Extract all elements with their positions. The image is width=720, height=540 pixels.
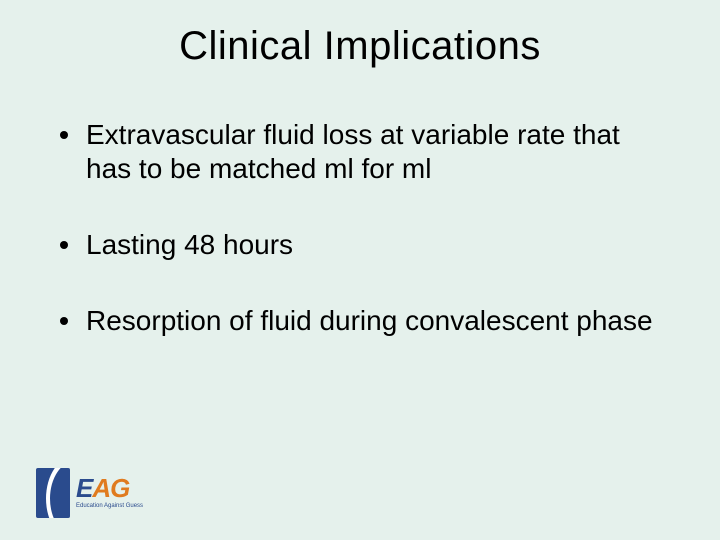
logo-letter-g: G	[110, 477, 129, 500]
logo-mark-icon	[36, 468, 70, 518]
slide-title: Clinical Implications	[0, 24, 720, 69]
logo-tagline: Education Against Guess	[76, 503, 143, 509]
logo-letter-e: E	[76, 477, 92, 500]
logo-letter-a: A	[92, 477, 110, 500]
bullet-item: Lasting 48 hours	[60, 228, 660, 262]
bullet-marker-icon	[60, 317, 68, 325]
footer-logo: E A G Education Against Guess	[36, 468, 144, 518]
bullet-marker-icon	[60, 131, 68, 139]
bullet-text: Lasting 48 hours	[86, 228, 660, 262]
bullet-text: Resorption of fluid during convalescent …	[86, 304, 660, 338]
bullet-item: Resorption of fluid during convalescent …	[60, 304, 660, 338]
slide: Clinical Implications Extravascular flui…	[0, 0, 720, 540]
slide-body: Extravascular fluid loss at variable rat…	[60, 118, 660, 381]
bullet-item: Extravascular fluid loss at variable rat…	[60, 118, 660, 186]
logo-acronym: E A G	[76, 477, 143, 500]
bullet-marker-icon	[60, 241, 68, 249]
logo-text: E A G Education Against Guess	[76, 468, 143, 518]
bullet-text: Extravascular fluid loss at variable rat…	[86, 118, 660, 186]
